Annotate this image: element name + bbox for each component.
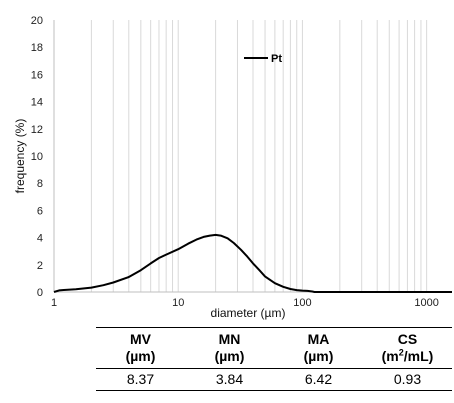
header-ma-unit: (µm)	[303, 348, 334, 364]
x-axis-label: diameter (µm)	[211, 306, 286, 320]
legend-label-pt: Pt	[271, 53, 282, 65]
value-mn: 3.84	[215, 371, 244, 387]
header-cs-unit-sup: 2	[398, 347, 404, 358]
header-cs-unit: (m2/mL)	[363, 348, 452, 365]
x-tick-label: 1	[51, 297, 57, 309]
y-tick-label: 10	[31, 151, 43, 163]
header-mn-abbr: MN	[218, 331, 241, 347]
header-cs-unit-pre: (m	[381, 348, 399, 364]
y-tick-label: 4	[37, 233, 43, 245]
header-mn-unit: (µm)	[214, 348, 245, 364]
x-tick-labels: 1 10 100 1000	[51, 297, 439, 309]
legend: Pt	[244, 53, 282, 65]
y-tick-labels: 0 2 4 6 8 10 12 14 16 18 20	[31, 15, 43, 299]
header-cs-unit-post: /mL)	[403, 348, 434, 364]
statistics-value-row: 8.37 3.84 6.42 0.93	[96, 369, 452, 391]
value-ma: 6.42	[304, 371, 333, 387]
y-tick-label: 0	[37, 287, 43, 299]
y-tick-label: 20	[31, 15, 43, 27]
y-tick-label: 8	[37, 178, 43, 190]
statistics-table: MV (µm) MN (µm) MA (µm) CS (m2/mL) 8.37 …	[96, 327, 452, 391]
y-tick-label: 6	[37, 205, 43, 217]
y-tick-label: 18	[31, 42, 43, 54]
header-mv-unit: (µm)	[125, 348, 156, 364]
x-tick-label: 1000	[414, 297, 438, 309]
header-ma: MA (µm)	[274, 328, 363, 368]
header-ma-abbr: MA	[307, 331, 330, 347]
x-tick-label: 10	[172, 297, 184, 309]
value-cs: 0.93	[393, 371, 422, 387]
y-tick-label: 14	[31, 97, 43, 109]
chart-gridlines	[90, 20, 428, 292]
series-layer	[53, 233, 452, 293]
x-tick-label: 100	[293, 297, 311, 309]
header-mv-abbr: MV	[130, 331, 151, 347]
y-tick-label: 16	[31, 69, 43, 81]
y-axis-label: frequency (%)	[13, 119, 27, 194]
value-mv: 8.37	[126, 371, 155, 387]
y-tick-label: 2	[37, 260, 43, 272]
header-cs-abbr: CS	[397, 331, 418, 347]
series-line-pt	[53, 233, 452, 293]
header-cs: CS (m2/mL)	[363, 328, 452, 368]
particle-size-chart: 0 2 4 6 8 10 12 14 16 18 20 1 10 100 1000 frequency (…	[13, 15, 452, 320]
statistics-header-row: MV (µm) MN (µm) MA (µm) CS (m2/mL)	[96, 327, 452, 369]
header-mv: MV (µm)	[96, 328, 185, 368]
y-tick-label: 12	[31, 124, 43, 136]
header-mn: MN (µm)	[185, 328, 274, 368]
